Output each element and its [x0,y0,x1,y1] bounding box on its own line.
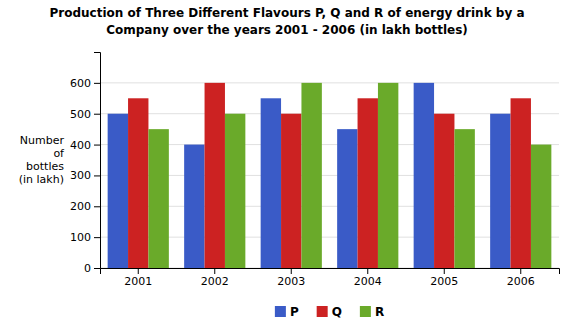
chart: Production of Three Different Flavours P… [0,0,574,330]
bar [281,114,301,268]
tick-label: 2005 [430,275,458,288]
tick-label: 2002 [201,275,229,288]
tick-mark [94,268,100,269]
tick-mark [94,206,100,207]
tick-mark [94,145,100,146]
tick-label: 2006 [507,275,535,288]
series [128,83,531,268]
y-axis-title-line: of [53,147,65,160]
tick: 0 [84,262,100,275]
bar [108,114,128,268]
tick: 600 [70,77,100,90]
bar [184,145,204,268]
bar [378,83,398,268]
tick-mark [444,268,445,274]
grid-line [100,82,559,83]
tick-label: 2003 [277,275,305,288]
plot: 0100200300400500600200120022003200420052… [70,53,560,288]
tick-mark [367,268,368,274]
tick: 200 [70,200,100,213]
legend-item: R [360,305,384,319]
tick: 300 [70,169,100,182]
tick-label: 100 [70,231,91,244]
series [108,83,511,268]
tick-label: 300 [70,169,91,182]
tick-label: 0 [84,262,91,275]
axis-line [94,53,101,269]
tick-label: 400 [70,139,91,152]
legend-label: R [375,305,384,319]
tick-mark [520,268,521,274]
bar [148,129,168,268]
series [148,83,551,268]
bar [261,98,281,268]
legend: P Q R [275,305,384,319]
tick-mark [291,268,292,274]
tick: 2005 [430,268,458,288]
bar [490,114,510,268]
tick-mark [94,83,100,84]
bar [358,98,378,268]
tick: 2003 [277,268,305,288]
tick-mark [94,175,100,176]
legend-label: P [290,305,299,319]
legend-item: P [275,305,299,319]
bar [531,145,551,268]
axis-line [101,269,560,275]
bar [205,83,225,268]
bars [108,83,552,268]
legend-item: Q [317,305,342,319]
bar [337,129,357,268]
tick-mark [138,268,139,274]
y-axis-title-line: bottles [26,160,64,173]
y-axis-title: Numberofbottles(in lakh) [19,134,65,186]
tick-mark [94,114,100,115]
tick: 2004 [354,268,382,288]
bar [128,98,148,268]
tick-label: 2001 [124,275,152,288]
tick-label: 2004 [354,275,382,288]
legend-swatch [317,306,328,317]
grid [100,83,559,268]
bar [225,114,245,268]
bar [454,129,474,268]
tick: 2001 [124,268,152,288]
bar [414,83,434,268]
tick-mark [214,268,215,274]
x-axis: 2001 2002 2003 2004 2005 2006 [101,268,560,288]
tick: 2002 [201,268,229,288]
legend-swatch [275,306,286,317]
title: Production of Three Different Flavours P… [50,6,525,20]
bar [511,98,531,268]
tick: 400 [70,139,100,152]
tick-label: 200 [70,200,91,213]
tick-mark [94,237,100,238]
y-axis-title-line: Number [20,134,65,147]
tick-label: 600 [70,77,91,90]
y-axis-title-line: (in lakh) [19,173,64,186]
subtitle: Company over the years 2001 - 2006 (in l… [106,23,468,37]
y-axis: 0 100 200 300 400 500 600 [70,53,101,276]
bar [301,83,321,268]
legend-swatch [360,306,371,317]
tick: 100 [70,231,100,244]
legend-label: Q [332,305,342,319]
bar [434,114,454,268]
tick-label: 500 [70,108,91,121]
tick: 500 [70,108,100,121]
tick: 2006 [507,268,535,288]
